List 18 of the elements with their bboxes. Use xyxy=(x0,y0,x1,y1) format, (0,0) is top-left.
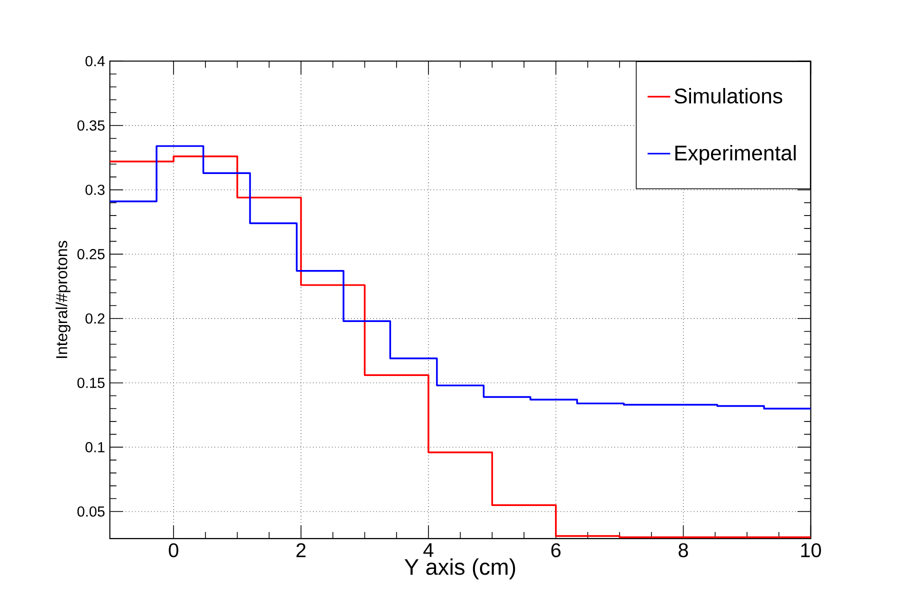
y-axis-title: Integral/#protons xyxy=(56,240,70,358)
x-tick-label: 2 xyxy=(296,543,306,558)
y-tick-label: 0.4 xyxy=(86,56,105,66)
y-tick-label: 0.3 xyxy=(86,184,105,195)
legend-label: Experimental xyxy=(675,144,796,165)
y-tick-label: 0.25 xyxy=(77,249,105,260)
legend-label: Simulations xyxy=(674,88,782,104)
y-tick-label: 0.15 xyxy=(77,378,105,388)
y-tick-label: 0.35 xyxy=(77,120,105,131)
x-tick-label: 10 xyxy=(801,543,821,558)
x-tick-label: 4 xyxy=(423,543,434,557)
x-axis-title: Y axis (cm) xyxy=(404,558,516,580)
y-tick-label: 0.05 xyxy=(77,506,105,517)
x-tick-label: 8 xyxy=(678,543,688,558)
y-tick-label: 0.2 xyxy=(86,313,104,324)
y-tick-label: 0.1 xyxy=(86,442,104,452)
x-tick-label: 0 xyxy=(168,543,178,558)
x-tick-label: 6 xyxy=(551,543,561,558)
